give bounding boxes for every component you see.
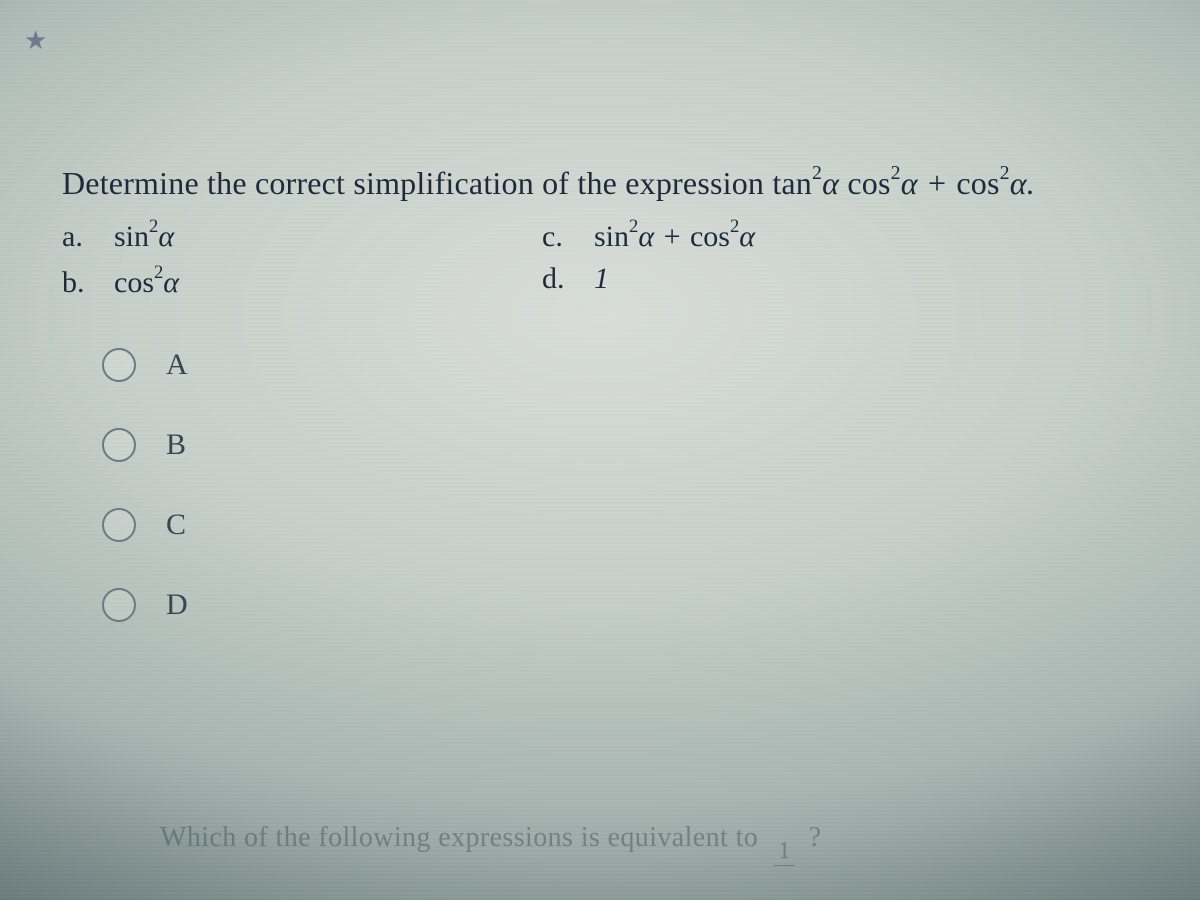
next-question-text: Which of the following expressions is eq… bbox=[160, 822, 758, 853]
radio-icon[interactable] bbox=[102, 348, 136, 382]
choice-d-label: d. bbox=[542, 262, 572, 296]
choice-c: c. sin2α + cos2α bbox=[542, 216, 1138, 254]
prompt-text: Determine the correct simplification of … bbox=[62, 165, 772, 201]
choice-a-expr: sin2α bbox=[114, 216, 174, 254]
prompt-expression: tan2α cos2α + cos2α. bbox=[772, 165, 1035, 201]
choice-a: a. sin2α bbox=[62, 216, 542, 254]
answer-list: A B C D bbox=[102, 348, 1138, 622]
flag-star-icon[interactable]: ★ bbox=[24, 26, 47, 56]
fraction-icon: 1 bbox=[772, 839, 798, 892]
next-question-qmark: ? bbox=[809, 822, 822, 853]
choice-a-label: a. bbox=[62, 220, 92, 254]
question-prompt: Determine the correct simplification of … bbox=[62, 162, 1138, 202]
choice-b-label: b. bbox=[62, 266, 92, 300]
fraction-numerator: 1 bbox=[774, 839, 794, 866]
answer-option-a[interactable]: A bbox=[102, 348, 1138, 382]
radio-icon[interactable] bbox=[102, 588, 136, 622]
choice-grid: a. sin2α c. sin2α + cos2α b. cos2α d. 1 bbox=[62, 216, 1138, 300]
choice-c-expr: sin2α + cos2α bbox=[594, 216, 755, 254]
radio-icon[interactable] bbox=[102, 508, 136, 542]
answer-label: A bbox=[166, 348, 188, 382]
answer-option-c[interactable]: C bbox=[102, 508, 1138, 542]
choice-d-expr: 1 bbox=[594, 262, 609, 296]
question-block: Determine the correct simplification of … bbox=[62, 162, 1138, 622]
choice-b-expr: cos2α bbox=[114, 262, 179, 300]
fraction-denominator bbox=[772, 866, 798, 892]
choice-d: d. 1 bbox=[542, 262, 1138, 300]
choice-b: b. cos2α bbox=[62, 262, 542, 300]
answer-label: D bbox=[166, 588, 188, 622]
radio-icon[interactable] bbox=[102, 428, 136, 462]
answer-label: B bbox=[166, 428, 186, 462]
answer-option-d[interactable]: D bbox=[102, 588, 1138, 622]
answer-option-b[interactable]: B bbox=[102, 428, 1138, 462]
choice-c-label: c. bbox=[542, 220, 572, 254]
next-question-preview: Which of the following expressions is eq… bbox=[160, 822, 821, 892]
answer-label: C bbox=[166, 508, 186, 542]
